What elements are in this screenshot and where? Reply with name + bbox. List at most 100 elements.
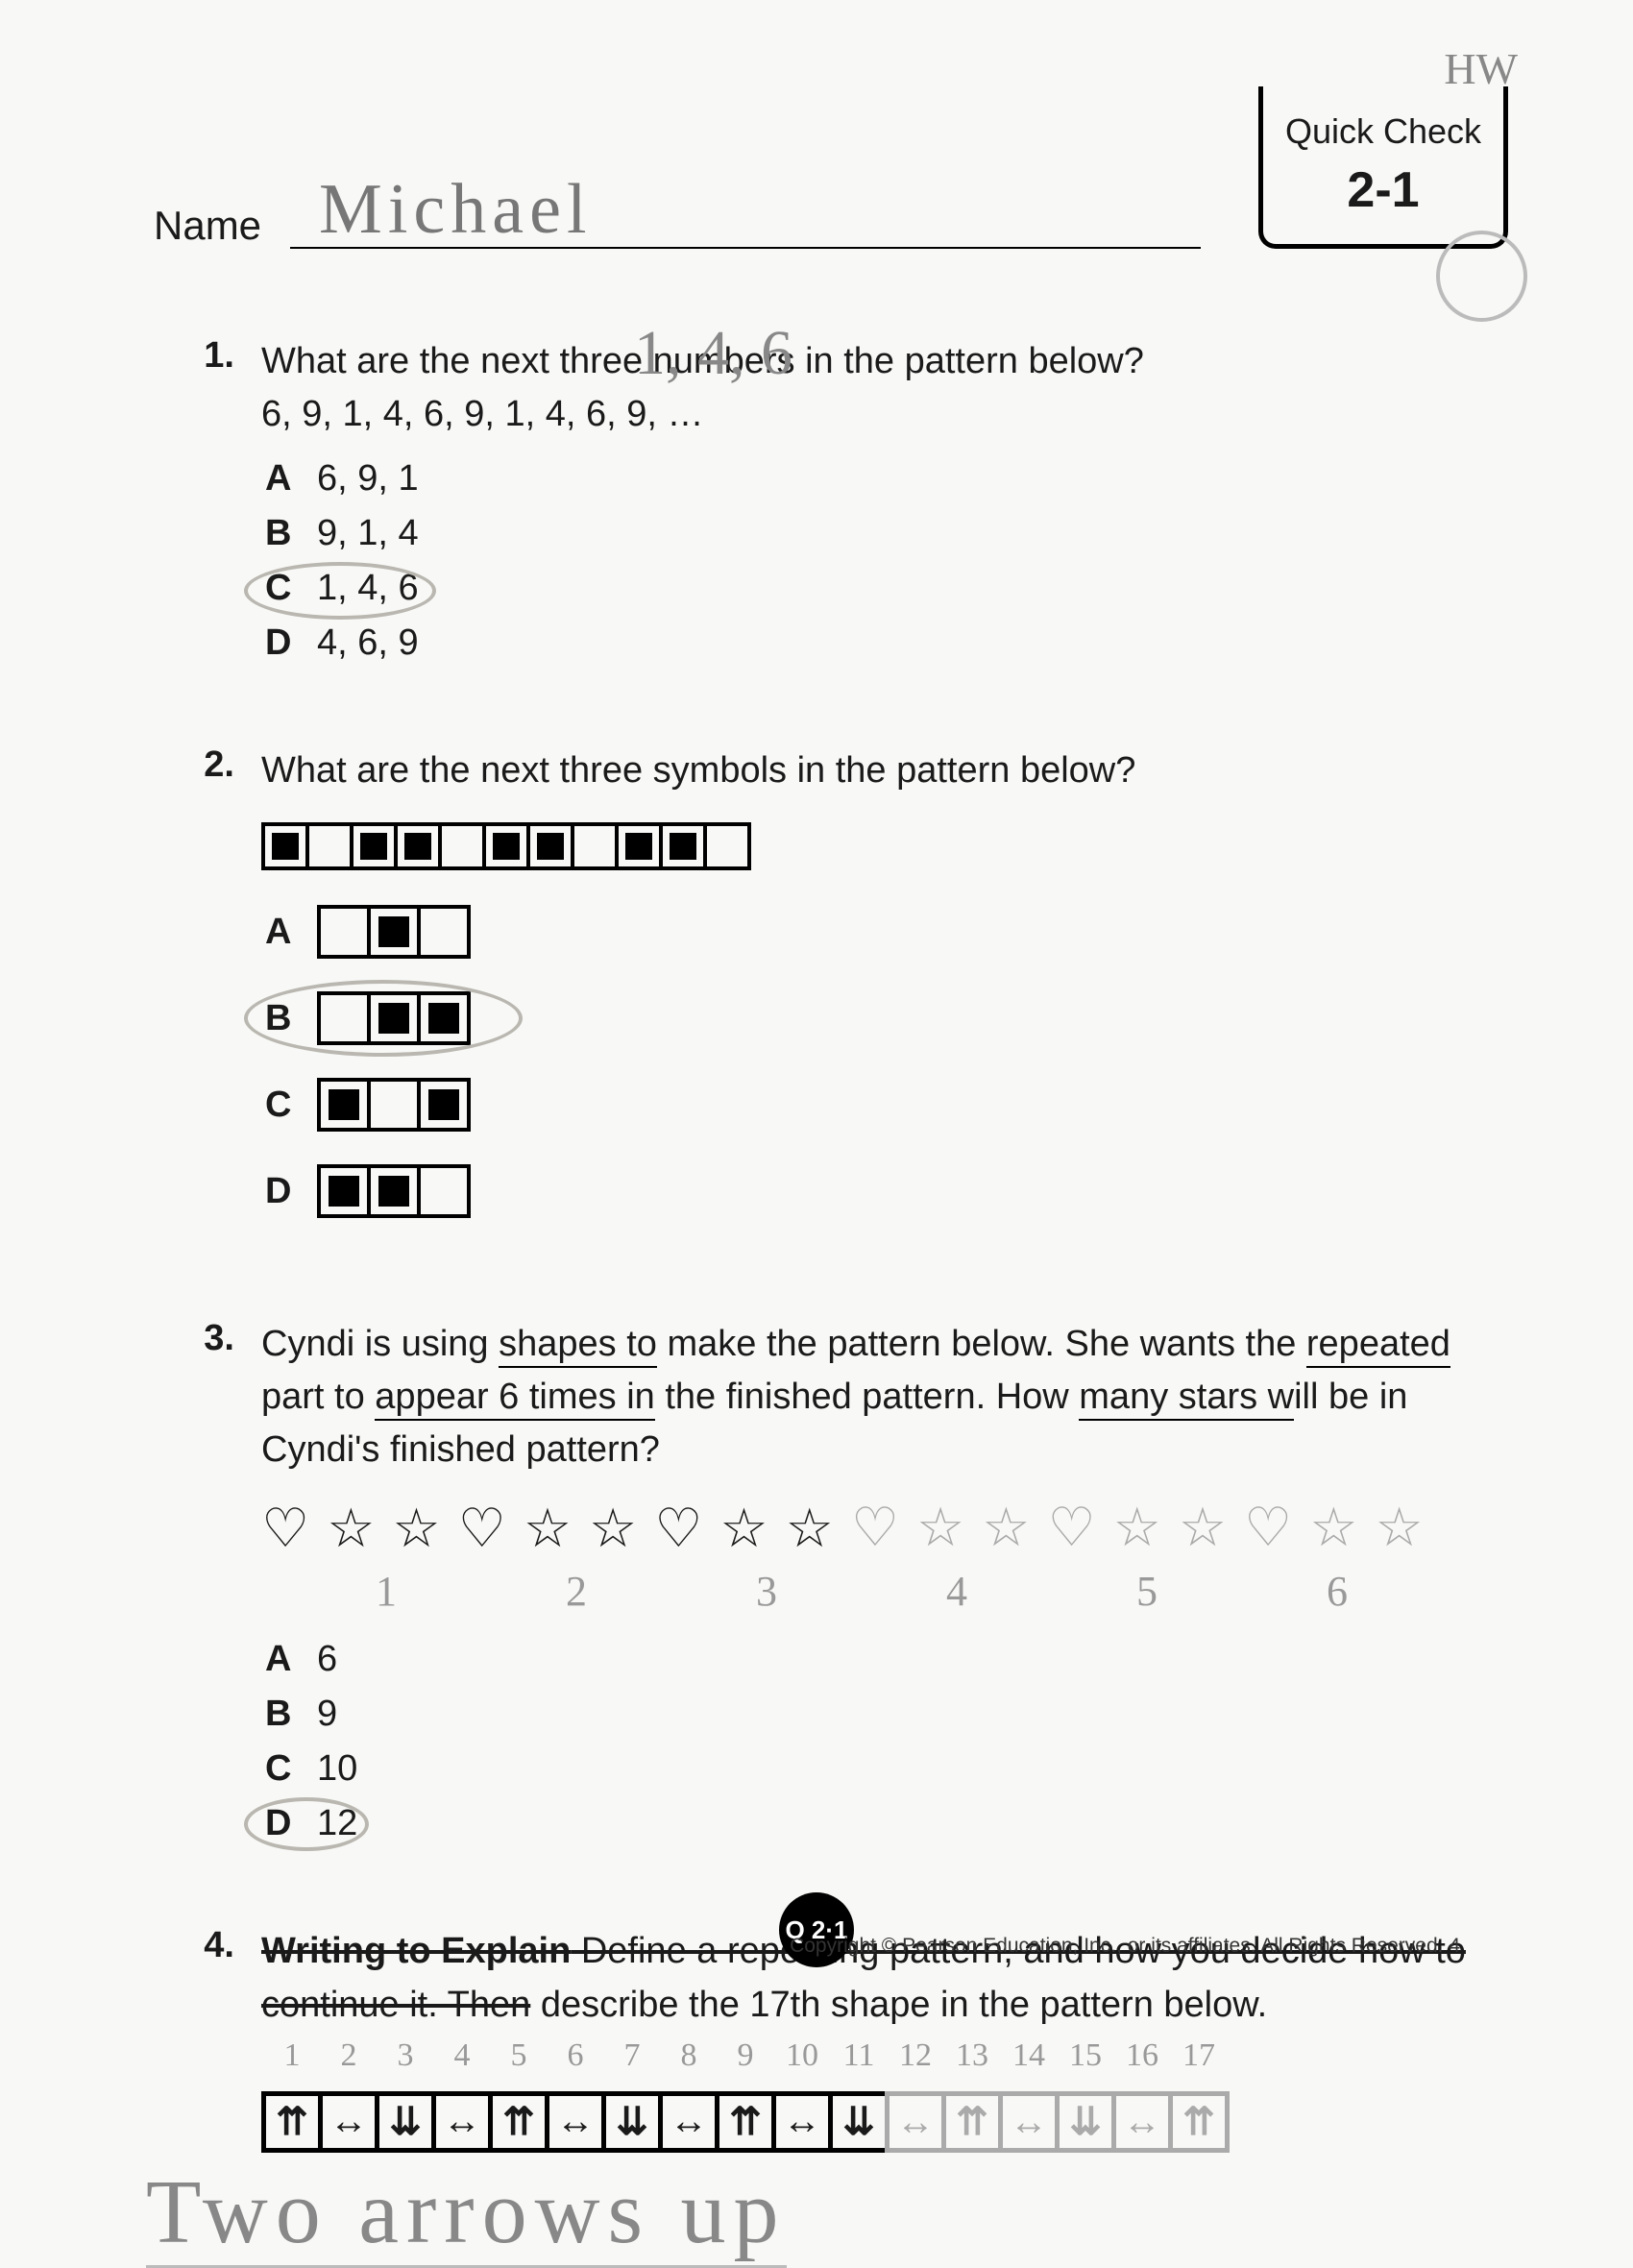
name-label: Name bbox=[154, 203, 261, 249]
star-icon: ☆ bbox=[327, 1501, 375, 1555]
filled-square-icon bbox=[482, 822, 530, 870]
empty-square-icon bbox=[367, 1078, 421, 1132]
q3-option-C[interactable]: C 10 bbox=[265, 1748, 1508, 1790]
star-icon-hand: ☆ bbox=[982, 1501, 1030, 1555]
arrow-box-icon: ↔ bbox=[545, 2091, 606, 2153]
arrow-box-icon: ↔ bbox=[318, 2091, 379, 2153]
q1-number: 1. bbox=[192, 335, 234, 677]
count-label: 8 bbox=[658, 2037, 719, 2074]
q1-option-A[interactable]: A6, 9, 1 bbox=[265, 458, 1508, 500]
header-row: Name Michael Quick Check 2-1 bbox=[154, 86, 1508, 249]
q4-count-row: 1234567891011121314151617 bbox=[261, 2037, 1508, 2074]
arrow-box-icon: ⇊ bbox=[601, 2091, 663, 2153]
count-label: 9 bbox=[715, 2037, 776, 2074]
arrow-box-hand-icon: ⇊ bbox=[1055, 2091, 1116, 2153]
question-2: 2. What are the next three symbols in th… bbox=[192, 744, 1508, 1251]
group-label: 4 bbox=[870, 1567, 1043, 1616]
arrow-box-hand-icon: ↔ bbox=[885, 2091, 946, 2153]
star-icon-hand: ☆ bbox=[1375, 1501, 1423, 1555]
filled-square-icon bbox=[367, 1164, 421, 1218]
copyright-text: Copyright © Pearson Education, Inc., or … bbox=[790, 1935, 1460, 1958]
question-4: 4. Writing to Explain Define a repeating… bbox=[192, 1925, 1508, 2263]
q2-option-D[interactable]: D bbox=[265, 1164, 1508, 1218]
q2-option-B[interactable]: B bbox=[265, 991, 1508, 1045]
name-input-line[interactable]: Michael bbox=[290, 182, 1201, 249]
option-letter: C bbox=[265, 1748, 294, 1790]
heart-icon: ♡ bbox=[654, 1501, 702, 1555]
count-label: 5 bbox=[488, 2037, 549, 2074]
group-label: 2 bbox=[490, 1567, 663, 1616]
empty-square-icon bbox=[417, 905, 471, 959]
count-label: 4 bbox=[431, 2037, 493, 2074]
star-icon-hand: ☆ bbox=[1179, 1501, 1227, 1555]
option-letter: D bbox=[265, 622, 294, 664]
q1-option-C[interactable]: C1, 4, 6 bbox=[265, 568, 1508, 609]
student-name: Michael bbox=[319, 169, 592, 251]
q2-number: 2. bbox=[192, 744, 234, 1251]
arrow-box-icon: ⇈ bbox=[488, 2091, 549, 2153]
q3-option-D[interactable]: D12 bbox=[265, 1803, 1508, 1844]
empty-square-icon bbox=[571, 822, 619, 870]
quick-check-number: 2-1 bbox=[1263, 161, 1503, 219]
quick-check-title: Quick Check bbox=[1263, 111, 1503, 152]
arrow-box-icon: ↔ bbox=[431, 2091, 493, 2153]
q3-number: 3. bbox=[192, 1318, 234, 1858]
q2-option-C[interactable]: C bbox=[265, 1078, 1508, 1132]
count-label: 3 bbox=[375, 2037, 436, 2074]
star-icon: ☆ bbox=[392, 1501, 440, 1555]
q1-option-B[interactable]: B 9, 1, 4 bbox=[265, 513, 1508, 554]
count-label: 17 bbox=[1168, 2037, 1230, 2074]
q3-option-A[interactable]: A6 bbox=[265, 1639, 1508, 1680]
option-text: 9, 1, 4 bbox=[317, 513, 419, 554]
arrow-box-icon: ⇊ bbox=[828, 2091, 890, 2153]
q3-option-B[interactable]: B9 bbox=[265, 1694, 1508, 1735]
option-letter: A bbox=[265, 912, 294, 953]
option-letter: D bbox=[265, 1171, 294, 1212]
star-icon: ☆ bbox=[786, 1501, 834, 1555]
worksheet-page: HW Name Michael Quick Check 2-1 1, 4, 6 … bbox=[0, 0, 1633, 2246]
smiley-mark bbox=[1436, 231, 1527, 322]
q3-text: Cyndi is using shapes to make the patter… bbox=[261, 1318, 1508, 1476]
q1-text: What are the next three numbers in the p… bbox=[261, 335, 1508, 388]
heart-icon-hand: ♡ bbox=[1244, 1501, 1292, 1555]
star-icon: ☆ bbox=[719, 1501, 768, 1555]
star-icon-hand: ☆ bbox=[1113, 1501, 1161, 1555]
count-label: 12 bbox=[885, 2037, 946, 2074]
count-label: 15 bbox=[1055, 2037, 1116, 2074]
option-letter: A bbox=[265, 458, 294, 500]
count-label: 14 bbox=[998, 2037, 1060, 2074]
arrow-box-hand-icon: ↔ bbox=[998, 2091, 1060, 2153]
heart-icon: ♡ bbox=[458, 1501, 506, 1555]
option-text: 10 bbox=[317, 1748, 357, 1790]
empty-square-icon bbox=[703, 822, 751, 870]
empty-square-icon bbox=[305, 822, 353, 870]
q1-sequence: 6, 9, 1, 4, 6, 9, 1, 4, 6, 9, … bbox=[261, 394, 1508, 435]
empty-square-icon bbox=[317, 905, 371, 959]
empty-square-icon bbox=[438, 822, 486, 870]
star-icon-hand: ☆ bbox=[916, 1501, 964, 1555]
arrow-box-icon: ⇊ bbox=[375, 2091, 436, 2153]
q3-options: A6 B9 C 10 D12 bbox=[265, 1639, 1508, 1844]
count-label: 1 bbox=[261, 2037, 323, 2074]
hw-annotation: HW bbox=[1444, 43, 1518, 94]
count-label: 7 bbox=[601, 2037, 663, 2074]
arrow-box-hand-icon: ⇈ bbox=[1168, 2091, 1230, 2153]
filled-square-icon bbox=[317, 1164, 371, 1218]
star-icon: ☆ bbox=[589, 1501, 637, 1555]
q1-option-D[interactable]: D 4, 6, 9 bbox=[265, 622, 1508, 664]
q2-text: What are the next three symbols in the p… bbox=[261, 744, 1508, 797]
count-label: 6 bbox=[545, 2037, 606, 2074]
option-text: 4, 6, 9 bbox=[317, 622, 419, 664]
heart-icon-hand: ♡ bbox=[1047, 1501, 1095, 1555]
q4-written-answer: Two arrows up bbox=[146, 2160, 1508, 2264]
filled-square-icon bbox=[317, 1078, 371, 1132]
q1-options: A6, 9, 1 B 9, 1, 4 C1, 4, 6 D 4, 6, 9 bbox=[265, 458, 1508, 664]
option-letter: B bbox=[265, 513, 294, 554]
filled-square-icon bbox=[615, 822, 663, 870]
star-icon-hand: ☆ bbox=[1309, 1501, 1357, 1555]
q1-handwritten-answer: 1, 4, 6 bbox=[634, 317, 792, 390]
q2-option-A[interactable]: A bbox=[265, 905, 1508, 959]
star-icon: ☆ bbox=[524, 1501, 572, 1555]
question-1: 1. What are the next three numbers in th… bbox=[192, 335, 1508, 677]
q3-shape-row: ♡☆☆♡☆☆♡☆☆♡☆☆♡☆☆♡☆☆ bbox=[261, 1501, 1508, 1555]
